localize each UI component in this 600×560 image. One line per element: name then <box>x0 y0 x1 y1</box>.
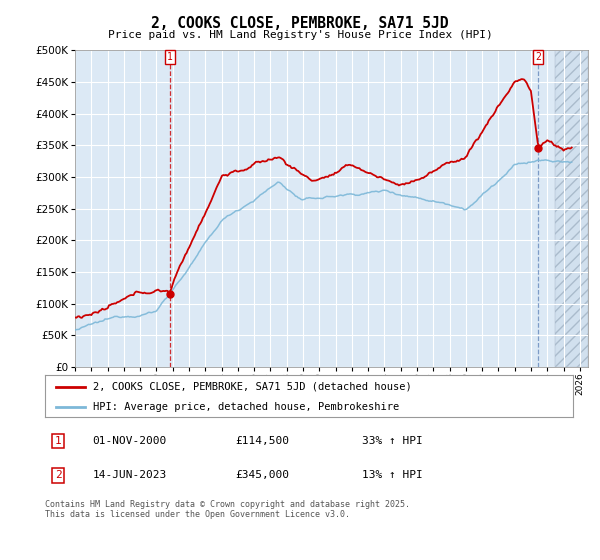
Text: 33% ↑ HPI: 33% ↑ HPI <box>362 436 422 446</box>
Text: 1: 1 <box>167 52 173 62</box>
Bar <box>556 50 588 367</box>
Text: 2, COOKS CLOSE, PEMBROKE, SA71 5JD: 2, COOKS CLOSE, PEMBROKE, SA71 5JD <box>151 16 449 31</box>
Text: 2, COOKS CLOSE, PEMBROKE, SA71 5JD (detached house): 2, COOKS CLOSE, PEMBROKE, SA71 5JD (deta… <box>92 382 411 392</box>
Text: £345,000: £345,000 <box>235 470 289 480</box>
Text: 14-JUN-2023: 14-JUN-2023 <box>92 470 167 480</box>
Text: £114,500: £114,500 <box>235 436 289 446</box>
Text: 13% ↑ HPI: 13% ↑ HPI <box>362 470 422 480</box>
Text: 2: 2 <box>535 52 541 62</box>
Text: 1: 1 <box>55 436 62 446</box>
Text: HPI: Average price, detached house, Pembrokeshire: HPI: Average price, detached house, Pemb… <box>92 402 399 412</box>
Text: 01-NOV-2000: 01-NOV-2000 <box>92 436 167 446</box>
Text: 2: 2 <box>55 470 62 480</box>
Text: Price paid vs. HM Land Registry's House Price Index (HPI): Price paid vs. HM Land Registry's House … <box>107 30 493 40</box>
Bar <box>556 50 588 367</box>
Text: Contains HM Land Registry data © Crown copyright and database right 2025.
This d: Contains HM Land Registry data © Crown c… <box>45 500 410 519</box>
